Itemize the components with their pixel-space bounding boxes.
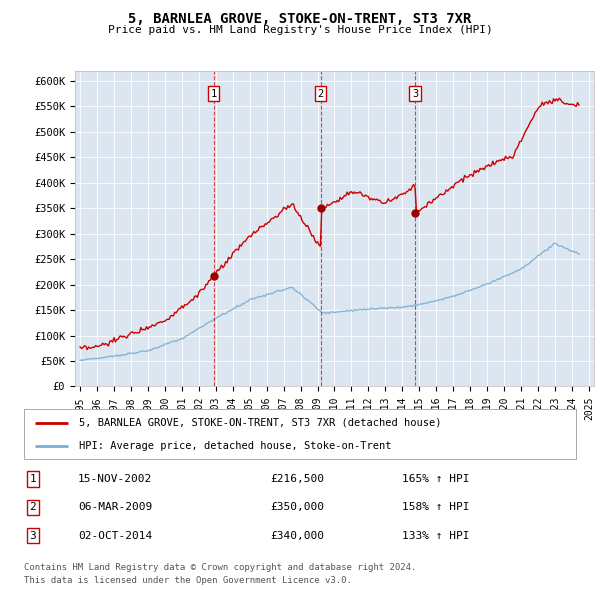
Text: 158% ↑ HPI: 158% ↑ HPI xyxy=(402,503,470,512)
Text: HPI: Average price, detached house, Stoke-on-Trent: HPI: Average price, detached house, Stok… xyxy=(79,441,392,451)
Text: £216,500: £216,500 xyxy=(270,474,324,484)
Text: 5, BARNLEA GROVE, STOKE-ON-TRENT, ST3 7XR: 5, BARNLEA GROVE, STOKE-ON-TRENT, ST3 7X… xyxy=(128,12,472,26)
Text: £340,000: £340,000 xyxy=(270,531,324,540)
Text: 5, BARNLEA GROVE, STOKE-ON-TRENT, ST3 7XR (detached house): 5, BARNLEA GROVE, STOKE-ON-TRENT, ST3 7X… xyxy=(79,418,442,428)
Text: Contains HM Land Registry data © Crown copyright and database right 2024.: Contains HM Land Registry data © Crown c… xyxy=(24,563,416,572)
Text: 2: 2 xyxy=(317,88,324,99)
Text: 133% ↑ HPI: 133% ↑ HPI xyxy=(402,531,470,540)
Text: This data is licensed under the Open Government Licence v3.0.: This data is licensed under the Open Gov… xyxy=(24,576,352,585)
Text: 165% ↑ HPI: 165% ↑ HPI xyxy=(402,474,470,484)
Text: 02-OCT-2014: 02-OCT-2014 xyxy=(78,531,152,540)
Text: 3: 3 xyxy=(29,531,37,540)
Text: 15-NOV-2002: 15-NOV-2002 xyxy=(78,474,152,484)
Text: 06-MAR-2009: 06-MAR-2009 xyxy=(78,503,152,512)
Text: 3: 3 xyxy=(412,88,418,99)
Text: 2: 2 xyxy=(29,503,37,512)
Text: 1: 1 xyxy=(211,88,217,99)
Text: Price paid vs. HM Land Registry's House Price Index (HPI): Price paid vs. HM Land Registry's House … xyxy=(107,25,493,35)
Text: £350,000: £350,000 xyxy=(270,503,324,512)
Text: 1: 1 xyxy=(29,474,37,484)
